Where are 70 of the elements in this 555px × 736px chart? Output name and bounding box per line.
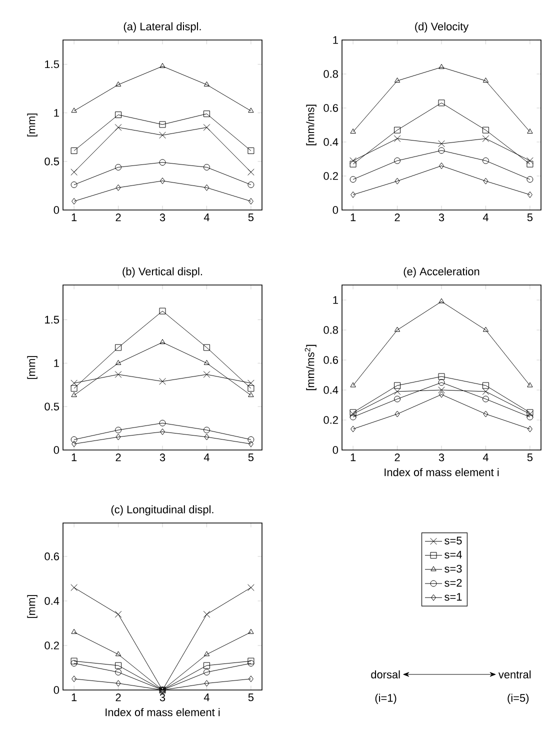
x-tick-label: 2 xyxy=(116,214,121,222)
x-tick-label: 3 xyxy=(438,454,444,462)
legend-label: s=5 xyxy=(444,536,462,544)
legend-label: s=4 xyxy=(444,550,462,558)
y-axis-title: [mm] xyxy=(27,356,38,379)
y-tick-label: 1.5 xyxy=(45,60,60,68)
y-tick-label: 0.6 xyxy=(324,104,338,112)
x-axis-title: Index of mass element i xyxy=(106,708,220,716)
text: ventral xyxy=(498,670,531,678)
x-tick-label: 2 xyxy=(394,214,400,222)
y-tick-label: 0.5 xyxy=(44,158,60,166)
x-tick-label: 2 xyxy=(394,454,400,462)
x-tick-label: 3 xyxy=(160,454,166,462)
text: (i=5) xyxy=(508,694,529,704)
chart-title: (d) Velocity xyxy=(415,22,469,32)
y-tick-label: 1 xyxy=(333,36,338,44)
x-tick-label: 5 xyxy=(248,214,254,222)
y-tick-label: 1 xyxy=(54,109,59,117)
y-tick-label: 0.2 xyxy=(44,642,59,650)
y-tick-label: 0 xyxy=(54,446,60,454)
y-tick-label: 0 xyxy=(332,206,338,214)
y-tick-label: 1 xyxy=(333,296,338,304)
x-tick-label: 3 xyxy=(160,694,166,702)
x-tick-label: 5 xyxy=(527,454,533,462)
text: dorsal xyxy=(371,670,400,678)
legend-label: s=1 xyxy=(444,593,462,601)
x-tick-label: 2 xyxy=(116,454,121,462)
x-axis-title: Index of mass element i xyxy=(384,468,499,476)
text: (i=1) xyxy=(375,694,396,704)
y-tick-label: 1.5 xyxy=(45,316,60,324)
y-tick-label: 0.6 xyxy=(44,552,59,560)
y-axis-title: [mm] xyxy=(27,595,38,618)
x-tick-label: 4 xyxy=(482,214,488,222)
y-tick-label: 0 xyxy=(54,206,60,214)
x-tick-label: 1 xyxy=(350,454,356,462)
x-tick-label: 4 xyxy=(482,454,488,462)
y-axis-title: [mm] xyxy=(27,114,38,136)
y-axis-title: [mm/ms] xyxy=(306,104,316,146)
x-tick-label: 1 xyxy=(350,214,356,222)
y-tick-label: 0.4 xyxy=(44,597,60,605)
chart-title: (e) Acceleration xyxy=(404,267,480,278)
x-tick-label: 3 xyxy=(438,214,444,222)
chart-title: (c) Longitudinal displ. xyxy=(111,505,214,516)
y-tick-label: 0 xyxy=(332,446,338,454)
chart-title: (b) Vertical displ. xyxy=(122,267,202,278)
chart-title: (a) Lateral displ. xyxy=(124,22,201,32)
x-tick-label: 5 xyxy=(248,694,254,702)
x-tick-label: 1 xyxy=(72,694,77,702)
y-tick-label: 0.5 xyxy=(44,402,60,410)
y-tick-label: 0.4 xyxy=(324,138,338,146)
x-tick-label: 5 xyxy=(248,454,254,462)
x-tick-label: 4 xyxy=(204,214,210,222)
y-tick-label: 0 xyxy=(54,686,60,694)
x-tick-label: 3 xyxy=(160,214,166,222)
x-tick-label: 4 xyxy=(204,694,210,702)
y-axis-title: [mm/ms$^{2}$] xyxy=(304,344,316,390)
y-tick-label: 0.4 xyxy=(324,386,338,394)
y-tick-label: 0.6 xyxy=(324,356,338,364)
y-tick-label: 0.8 xyxy=(324,70,338,78)
x-tick-label: 2 xyxy=(116,694,121,702)
legend-label: s=3 xyxy=(444,564,462,573)
y-tick-label: 1 xyxy=(54,359,59,367)
y-tick-label: 0.2 xyxy=(324,172,338,180)
x-tick-label: 5 xyxy=(527,214,533,222)
legend-label: s=2 xyxy=(444,578,462,587)
x-tick-label: 4 xyxy=(204,454,210,462)
x-tick-label: 1 xyxy=(72,214,77,222)
x-tick-label: 1 xyxy=(72,454,77,462)
y-tick-label: 0.2 xyxy=(324,416,338,424)
y-tick-label: 0.8 xyxy=(324,326,338,334)
